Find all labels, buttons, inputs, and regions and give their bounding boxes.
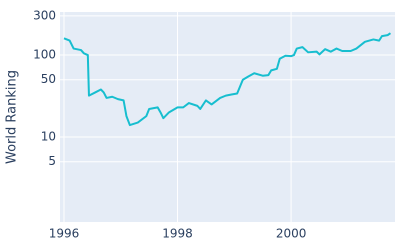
y-tick-label: 100 [33,48,56,62]
x-tick-label: 1998 [162,227,193,241]
data-line [63,32,392,127]
x-tick-label: 2000 [276,227,307,241]
y-tick-label: 10 [41,130,56,144]
y-axis-label: World Ranking [5,70,20,164]
plot-background [60,12,395,222]
y-tick-label: 50 [41,72,56,86]
y-tick-label: 300 [33,8,56,22]
x-tick-label: 1996 [49,227,80,241]
y-tick-label: 5 [48,154,56,168]
